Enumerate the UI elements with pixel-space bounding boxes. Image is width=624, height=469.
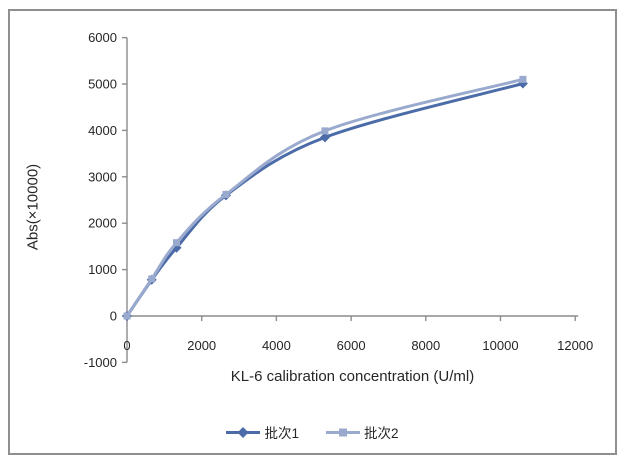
x-tick-label: 4000: [262, 338, 291, 353]
x-tick-label: 0: [123, 338, 130, 353]
legend-item-series1: 批次1: [225, 422, 299, 442]
x-tick-label: 2000: [187, 338, 216, 353]
series-line: [125, 82, 525, 318]
legend-label-series2: 批次2: [364, 426, 399, 441]
x-tick-label: 6000: [337, 338, 366, 353]
legend-marker-diamond: [226, 426, 261, 438]
y-tick-label: 6000: [88, 30, 117, 45]
y-tick-label: 2000: [88, 216, 117, 231]
y-tick-label: 5000: [88, 77, 117, 92]
data-point-marker: [148, 275, 156, 283]
y-tick-label: 4000: [88, 123, 117, 138]
legend-item-series2: 批次2: [325, 422, 399, 442]
y-tick-label: 1000: [88, 262, 117, 277]
x-tick-label: 10000: [482, 338, 518, 353]
x-axis-title: KL-6 calibration concentration (U/ml): [230, 368, 475, 385]
legend-label-series1: 批次1: [264, 426, 299, 441]
y-tick-label: 0: [110, 309, 117, 324]
diamond-icon: [237, 426, 249, 438]
data-point-marker: [123, 312, 131, 320]
data-point-marker: [519, 75, 527, 83]
legend: 批次1 批次2: [0, 422, 624, 442]
data-point-marker: [172, 239, 180, 247]
y-tick-label: -1000: [84, 355, 117, 370]
data-point-marker: [222, 190, 230, 198]
y-axis-title: Abs(×10000): [24, 163, 42, 251]
chart-area-border: [8, 9, 617, 455]
data-point-marker: [321, 127, 329, 135]
x-tick-label: 8000: [411, 338, 440, 353]
y-tick-label: 3000: [88, 169, 117, 184]
x-tick-label: 12000: [557, 338, 593, 353]
square-icon: [339, 428, 347, 436]
legend-marker-square: [326, 428, 360, 436]
data-point-marker: [319, 132, 330, 143]
series-line: [125, 77, 525, 318]
